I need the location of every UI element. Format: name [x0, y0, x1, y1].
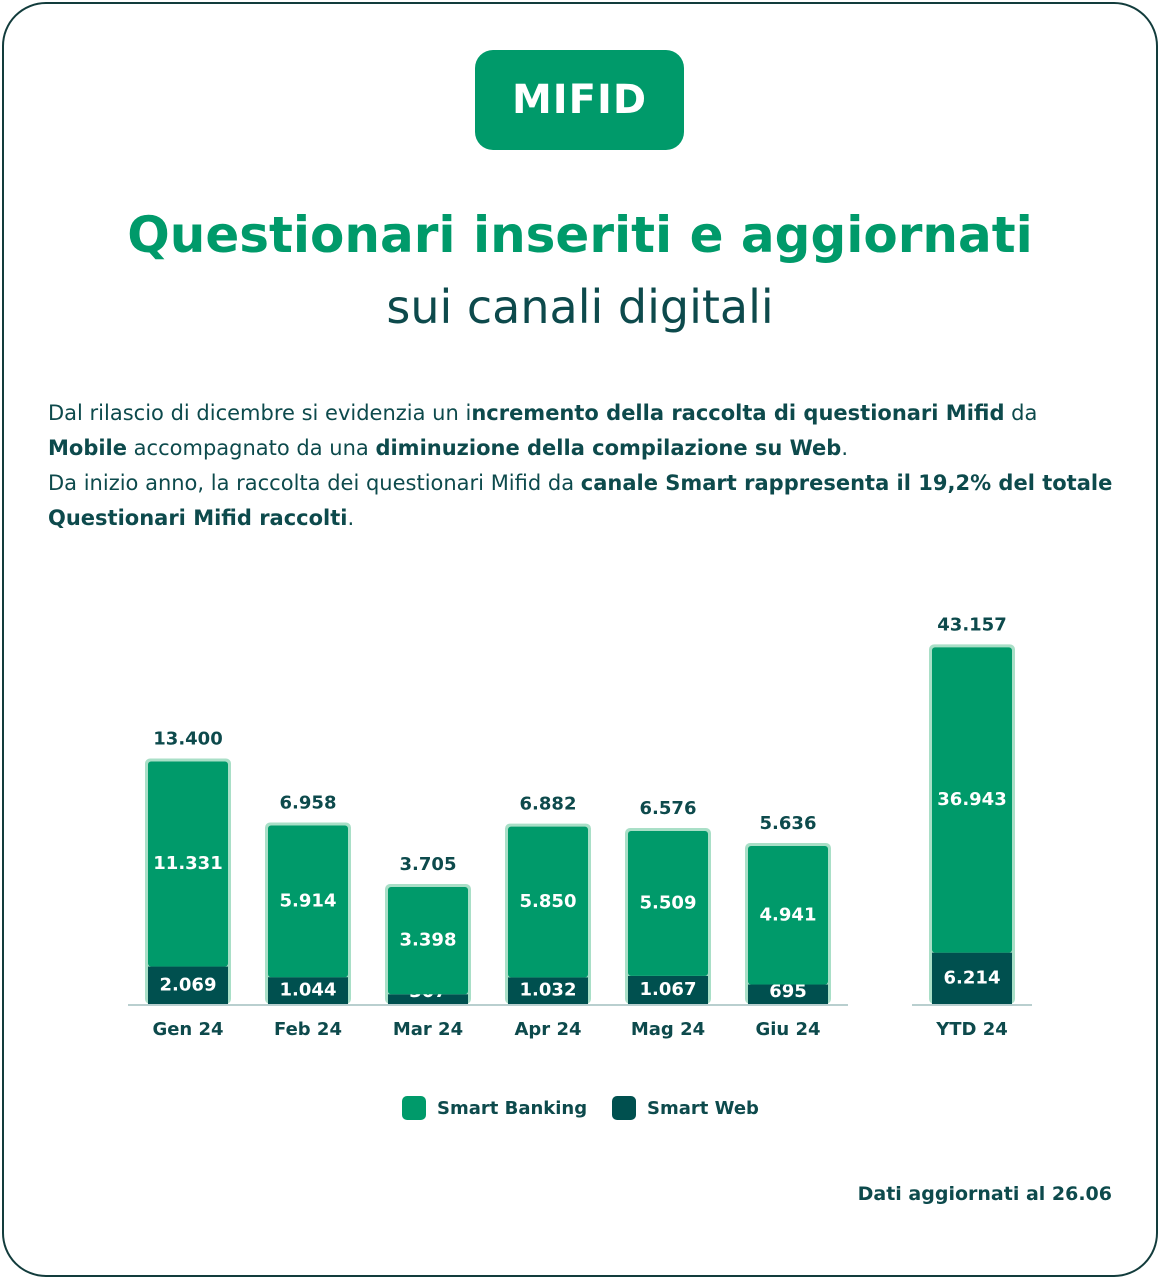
bar-segment	[388, 994, 468, 1004]
text-run: diminuzione della compilazione su Web	[375, 436, 842, 460]
title: Questionari inseriti e aggiornati	[127, 206, 1033, 264]
text-run: Da inizio anno, la raccolta dei question…	[48, 471, 581, 495]
bar-segment	[268, 977, 348, 1004]
value-label: 1.044	[280, 980, 337, 1001]
x-tick-label: Mar 24	[393, 1019, 463, 1040]
total-label: 3.705	[400, 854, 457, 875]
total-label: 6.882	[520, 794, 577, 815]
total-label: 6.958	[280, 792, 337, 813]
value-label: 4.941	[760, 904, 817, 925]
x-tick-label: Giu 24	[755, 1019, 820, 1040]
total-label: 5.636	[760, 813, 817, 834]
total-label: 43.157	[937, 614, 1006, 635]
bar-segment	[748, 984, 828, 1004]
legend-label: Smart Banking	[437, 1098, 587, 1119]
text-run: .	[841, 436, 849, 460]
text-run: Dal rilascio di dicembre si evidenzia un…	[48, 401, 472, 425]
value-label: 3.398	[400, 930, 457, 951]
value-label: 36.943	[937, 789, 1006, 810]
value-label: 2.069	[160, 974, 217, 995]
value-label: 1.067	[640, 979, 697, 1000]
bar-segment	[932, 647, 1012, 953]
bar-segment	[508, 977, 588, 1004]
text-run: ncremento della raccolta di questionari …	[471, 401, 1005, 425]
value-label: 11.331	[153, 853, 222, 874]
value-label: 695	[769, 981, 807, 1002]
bar-segment	[148, 761, 228, 967]
footnote: Dati aggiornati al 26.06	[857, 1183, 1112, 1205]
subtitle: sui canali digitali	[386, 280, 774, 334]
value-label: 1.032	[520, 980, 577, 1001]
paragraph: Dal rilascio di dicembre si evidenzia un…	[48, 396, 1118, 466]
text-run: da	[1004, 401, 1038, 425]
total-label: 13.400	[153, 729, 222, 750]
x-tick-label: Feb 24	[274, 1019, 342, 1040]
value-label: 5.914	[280, 890, 337, 911]
bar-segment	[508, 826, 588, 978]
legend-label: Smart Web	[647, 1098, 759, 1119]
x-tick-label: Mag 24	[631, 1019, 705, 1040]
text-run: .	[347, 506, 355, 530]
paragraph: Da inizio anno, la raccolta dei question…	[48, 466, 1118, 536]
x-tick-label: Gen 24	[152, 1019, 223, 1040]
legend-swatch	[612, 1096, 636, 1120]
value-label: 5.850	[520, 891, 577, 912]
badge: MIFID	[475, 50, 684, 150]
total-label: 6.576	[640, 798, 697, 819]
bar-segment	[748, 846, 828, 985]
x-tick-label: Apr 24	[514, 1019, 581, 1040]
legend-swatch	[402, 1096, 426, 1120]
text-run: Mobile	[48, 436, 127, 460]
value-label: 6.214	[944, 967, 1001, 988]
text-run: canale Smart rappresenta il 19,2% del to…	[48, 471, 1113, 530]
bar-segment	[628, 831, 708, 976]
bar-segment	[268, 825, 348, 978]
x-tick-label: YTD 24	[935, 1019, 1008, 1040]
value-label: 5.509	[640, 892, 697, 913]
text-run: accompagnato da una	[127, 436, 376, 460]
bar-segment	[148, 966, 228, 1004]
bar-segment	[932, 952, 1012, 1004]
bar-segment	[388, 887, 468, 995]
description: Dal rilascio di dicembre si evidenzia un…	[48, 396, 1118, 536]
bar-segment	[628, 975, 708, 1004]
